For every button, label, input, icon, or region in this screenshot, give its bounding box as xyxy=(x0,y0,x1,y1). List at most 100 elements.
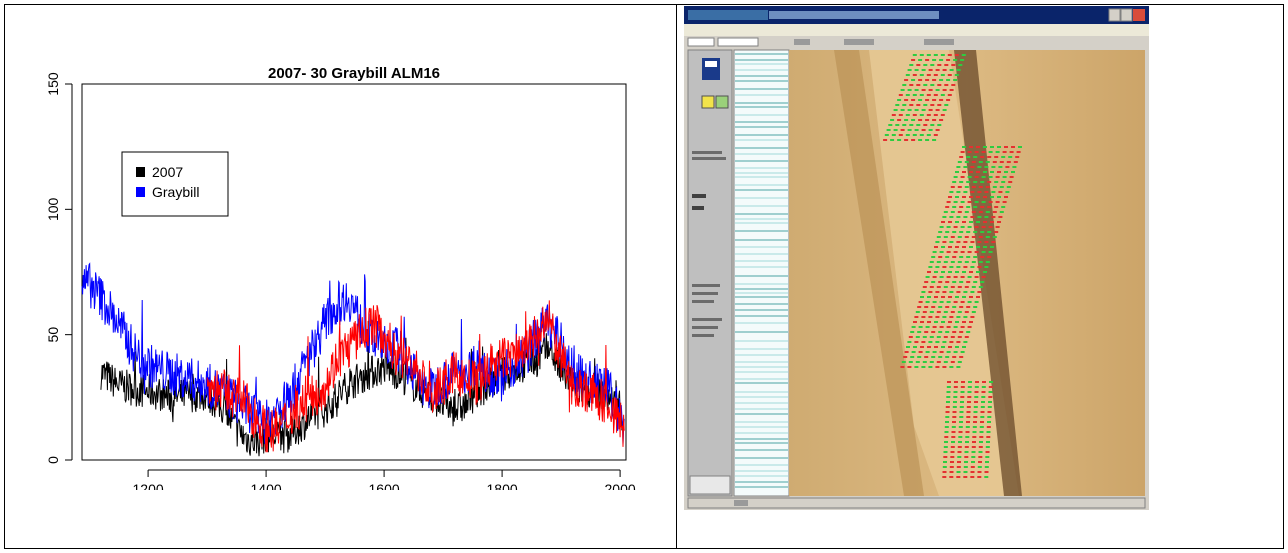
series-layer xyxy=(81,262,625,457)
ring-marker xyxy=(970,471,975,473)
ring-marker xyxy=(963,476,968,478)
ring-marker xyxy=(986,441,990,443)
ring-marker xyxy=(904,99,909,101)
ring-marker xyxy=(967,391,972,393)
ring-marker xyxy=(927,346,931,348)
ring-marker xyxy=(936,286,941,288)
ring-marker xyxy=(959,206,964,208)
ring-marker xyxy=(960,301,965,303)
ring-marker xyxy=(965,436,970,438)
ring-marker xyxy=(919,134,924,136)
ring-marker xyxy=(959,281,964,283)
ring-marker xyxy=(984,471,989,473)
x-tick-label: 1800 xyxy=(487,481,518,490)
ring-marker xyxy=(990,246,994,248)
ring-marker xyxy=(900,366,905,368)
ring-marker xyxy=(974,276,979,278)
ring-marker xyxy=(940,54,945,56)
ring-marker xyxy=(992,211,997,213)
toolbar-button[interactable] xyxy=(717,37,759,47)
maximize-icon[interactable] xyxy=(1120,8,1133,22)
ring-marker xyxy=(957,451,962,453)
ring-markers[interactable] xyxy=(883,54,1022,478)
ring-marker xyxy=(976,196,980,198)
ring-marker xyxy=(953,301,958,303)
ring-marker xyxy=(949,69,954,71)
ring-list-lines xyxy=(735,53,788,488)
ring-marker xyxy=(982,381,986,383)
ring-marker xyxy=(988,226,993,228)
ring-marker xyxy=(991,241,996,243)
ring-marker xyxy=(1012,166,1017,168)
ring-marker xyxy=(935,129,940,131)
minimize-icon[interactable] xyxy=(1108,8,1121,22)
ring-marker xyxy=(926,94,931,96)
ring-marker xyxy=(940,94,945,96)
ring-marker xyxy=(950,236,955,238)
ring-marker xyxy=(959,416,964,418)
ring-marker xyxy=(970,191,975,193)
ring-marker xyxy=(948,296,952,298)
close-icon[interactable] xyxy=(1133,9,1145,21)
ring-marker xyxy=(929,361,934,363)
ring-marker xyxy=(909,84,914,86)
ring-marker xyxy=(980,416,985,418)
scrollbar-thumb[interactable] xyxy=(734,500,748,506)
ring-marker xyxy=(916,124,921,126)
horizontal-scrollbar[interactable] xyxy=(687,497,1146,509)
ring-marker xyxy=(912,134,917,136)
ring-marker xyxy=(995,151,1000,153)
ring-marker xyxy=(945,281,950,283)
ring-marker xyxy=(974,386,979,388)
toolbar-button[interactable] xyxy=(924,39,954,45)
x-tick-label: 1600 xyxy=(369,481,400,490)
ring-marker xyxy=(944,64,949,66)
ring-marker xyxy=(904,79,909,81)
toolbar-button[interactable] xyxy=(794,39,810,45)
ring-marker xyxy=(967,396,972,398)
figure-frame xyxy=(4,4,1284,549)
ring-marker xyxy=(984,216,989,218)
ring-marker xyxy=(909,104,914,106)
ring-marker xyxy=(921,109,926,111)
ring-marker xyxy=(985,186,990,188)
ring-marker xyxy=(935,69,940,71)
ring-marker xyxy=(918,119,923,121)
ring-marker xyxy=(932,251,937,253)
ring-marker xyxy=(978,261,983,263)
ring-marker xyxy=(940,114,945,116)
ring-marker xyxy=(994,181,999,183)
ring-marker xyxy=(910,356,915,358)
ring-marker xyxy=(964,211,969,213)
ring-marker xyxy=(962,271,966,273)
ring-marker xyxy=(946,401,950,403)
ring-marker xyxy=(943,446,948,448)
ring-marker xyxy=(978,461,982,463)
ring-marker xyxy=(924,356,929,358)
ring-marker xyxy=(939,99,944,101)
ring-marker xyxy=(958,64,963,66)
ring-marker xyxy=(981,201,986,203)
ring-marker xyxy=(914,109,919,111)
ring-marker xyxy=(924,331,929,333)
ring-marker xyxy=(997,146,1001,148)
toolbar-button[interactable] xyxy=(687,37,715,47)
ring-marker xyxy=(913,346,917,348)
ring-marker xyxy=(966,421,970,423)
ring-marker xyxy=(997,171,1001,173)
ring-marker xyxy=(921,291,926,293)
ring-marker xyxy=(927,296,931,298)
save-icon[interactable] xyxy=(702,58,720,80)
toolbar-button[interactable] xyxy=(844,39,874,45)
ring-marker xyxy=(907,109,912,111)
ring-marker xyxy=(953,396,958,398)
tool-icon[interactable] xyxy=(701,95,729,109)
ring-marker xyxy=(998,216,1003,218)
ring-marker xyxy=(911,326,916,328)
ring-marker xyxy=(922,311,927,313)
ring-marker xyxy=(975,381,979,383)
ring-marker xyxy=(893,129,898,131)
ring-marker xyxy=(918,99,923,101)
ring-width-list[interactable] xyxy=(733,49,790,497)
ring-marker xyxy=(915,361,920,363)
